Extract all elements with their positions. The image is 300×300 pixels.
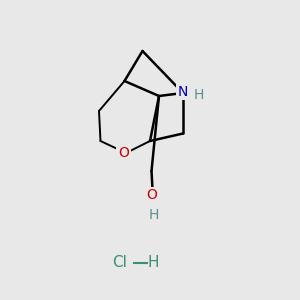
Text: Cl: Cl [112,255,128,270]
Text: O: O [118,146,129,160]
Text: H: H [149,208,159,222]
Text: H: H [147,255,159,270]
Text: N: N [178,85,188,98]
Text: O: O [146,188,157,202]
Text: H: H [194,88,204,101]
